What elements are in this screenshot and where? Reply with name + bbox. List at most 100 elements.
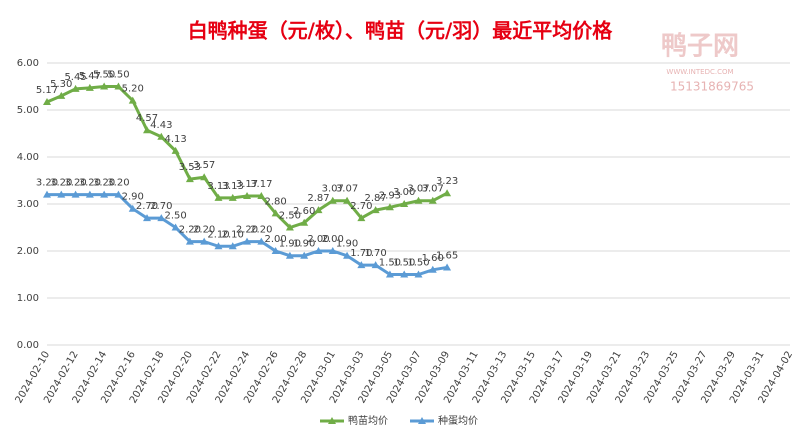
data-label: 3.07 [407, 184, 429, 195]
data-label: 3.20 [36, 178, 58, 189]
data-label: 5.50 [107, 70, 129, 81]
point-marker [128, 96, 137, 104]
point-marker [200, 173, 209, 181]
legend-marker [418, 417, 426, 424]
point-marker [443, 263, 452, 271]
data-label: 3.20 [107, 178, 129, 189]
point-marker [143, 214, 152, 222]
data-label: 2.50 [279, 211, 301, 222]
data-label: 1.50 [379, 258, 401, 269]
data-label: 2.70 [350, 201, 372, 212]
point-marker [100, 82, 109, 90]
point-marker [271, 209, 280, 217]
data-label: 2.20 [193, 225, 215, 236]
data-label: 2.00 [322, 234, 344, 245]
point-marker [114, 82, 123, 90]
data-label: 3.07 [322, 184, 344, 195]
point-marker [228, 193, 237, 201]
y-tick-label: 2.00 [17, 246, 39, 257]
data-label: 3.20 [64, 178, 86, 189]
point-marker [371, 206, 380, 214]
point-marker [385, 270, 394, 278]
point-marker [185, 175, 194, 183]
data-label: 3.20 [79, 178, 101, 189]
point-marker [85, 190, 94, 198]
watermark-site: WWW.INTEDC.COM [666, 68, 733, 76]
point-marker [371, 261, 380, 269]
data-label: 3.53 [179, 162, 201, 173]
y-tick-label: 5.00 [17, 105, 39, 116]
point-marker [385, 203, 394, 211]
data-label: 3.57 [193, 160, 215, 171]
data-label: 4.13 [164, 134, 186, 145]
y-tick-label: 6.00 [17, 58, 39, 69]
data-label: 1.90 [293, 239, 315, 250]
point-marker [400, 200, 409, 207]
point-marker [271, 247, 280, 254]
data-label: 1.60 [422, 253, 444, 264]
legend-label: 鸭苗均价 [348, 414, 388, 427]
point-marker [171, 146, 180, 154]
point-marker [114, 190, 123, 198]
data-label: 2.70 [136, 201, 158, 212]
point-marker [71, 190, 80, 198]
data-label: 1.90 [279, 239, 301, 250]
point-marker [214, 193, 223, 201]
point-marker [228, 242, 237, 250]
point-marker [414, 196, 423, 204]
data-label: 1.50 [407, 258, 429, 269]
y-tick-label: 3.00 [17, 199, 39, 210]
y-tick-label: 1.00 [17, 293, 39, 304]
data-label: 2.20 [179, 225, 201, 236]
data-label: 5.47 [79, 71, 101, 82]
point-marker [357, 261, 366, 269]
y-tick-label: 0.00 [17, 340, 39, 351]
data-label: 5.45 [64, 72, 86, 83]
point-marker [428, 196, 437, 204]
data-label: 2.90 [122, 192, 144, 203]
point-marker [257, 192, 266, 200]
data-label: 3.13 [207, 181, 229, 192]
point-marker [400, 270, 409, 278]
point-marker [243, 237, 252, 245]
data-label: 3.17 [236, 179, 258, 190]
point-marker [257, 237, 266, 245]
y-tick-label: 4.00 [17, 152, 39, 163]
data-label: 2.50 [164, 211, 186, 222]
data-label: 2.60 [293, 206, 315, 217]
point-marker [343, 251, 352, 259]
point-marker [185, 237, 194, 245]
data-label: 3.23 [436, 176, 458, 187]
point-marker [443, 189, 452, 197]
point-marker [71, 84, 80, 92]
data-label: 3.13 [222, 181, 244, 192]
point-marker [285, 251, 294, 259]
data-label: 4.57 [136, 113, 158, 124]
point-marker [243, 192, 252, 200]
data-label: 3.20 [50, 178, 72, 189]
point-marker [100, 190, 109, 198]
data-label: 2.20 [236, 225, 258, 236]
point-marker [314, 247, 323, 254]
watermark-name: 鸭子网 [661, 32, 739, 62]
chart-title: 白鸭种蛋（元/枚）、鸭苗（元/羽）最近平均价格 [188, 19, 614, 43]
data-label: 1.50 [393, 258, 415, 269]
point-marker [314, 206, 323, 214]
point-marker [171, 223, 180, 231]
data-label: 2.87 [307, 193, 329, 204]
data-label: 1.65 [436, 250, 458, 261]
point-marker [300, 251, 309, 259]
data-label: 5.20 [122, 84, 144, 95]
point-marker [143, 126, 152, 134]
data-label: 2.93 [379, 190, 401, 201]
point-marker [157, 214, 166, 222]
data-label: 2.10 [222, 229, 244, 240]
data-label: 3.07 [336, 184, 358, 195]
point-marker [343, 196, 352, 204]
data-label: 5.50 [93, 70, 115, 81]
data-label: 2.00 [307, 234, 329, 245]
watermark-phone: 15131869765 [670, 80, 754, 94]
point-marker [328, 247, 337, 254]
data-label: 2.87 [365, 193, 387, 204]
